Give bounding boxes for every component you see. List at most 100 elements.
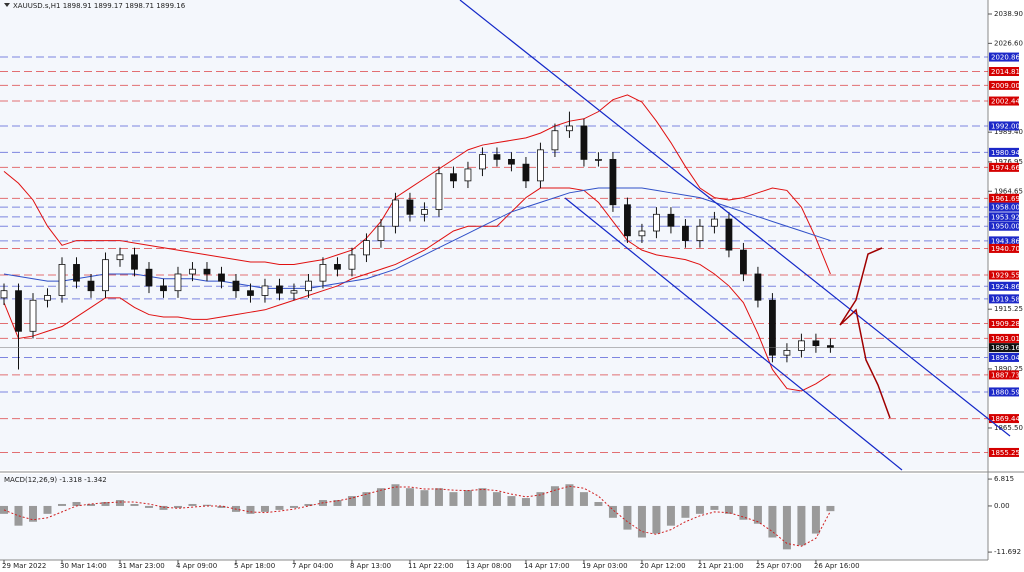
y-tick-label: 2038.90 bbox=[994, 10, 1023, 18]
level-label: 2002.44 bbox=[991, 98, 1020, 106]
level-label-box bbox=[989, 281, 1019, 291]
candle-body bbox=[682, 225, 689, 241]
candle-body bbox=[276, 285, 283, 294]
candle-body bbox=[566, 125, 573, 132]
macd-bar bbox=[28, 505, 37, 522]
y-tick-label: 1989.40 bbox=[994, 128, 1023, 136]
macd-bar bbox=[202, 504, 211, 506]
candle-body bbox=[102, 259, 109, 292]
macd-bar bbox=[420, 490, 429, 506]
macd-bar bbox=[565, 484, 574, 506]
level-label-box bbox=[989, 370, 1019, 380]
macd-bar bbox=[449, 492, 458, 506]
macd-bar bbox=[507, 496, 516, 506]
candle-body bbox=[116, 254, 124, 261]
candle-body bbox=[319, 264, 327, 282]
candle-body bbox=[406, 199, 414, 215]
candle-body bbox=[537, 149, 544, 182]
macd-bar bbox=[710, 505, 719, 510]
level-label-box bbox=[989, 414, 1019, 424]
macd-bar bbox=[695, 505, 704, 514]
candle-body bbox=[58, 264, 66, 296]
candle-body bbox=[334, 264, 341, 270]
last-price-label: 1899.16 bbox=[991, 344, 1020, 352]
menu-icon bbox=[4, 3, 10, 7]
candle-body bbox=[508, 158, 515, 165]
macd-y-tick-label: 0.00 bbox=[994, 502, 1010, 510]
arrow bbox=[839, 308, 891, 419]
candle-body bbox=[189, 268, 196, 275]
candle-body bbox=[580, 125, 588, 160]
level-label-box bbox=[989, 121, 1019, 131]
level-label: 1974.66 bbox=[991, 164, 1020, 172]
level-label-box bbox=[989, 352, 1019, 362]
level-label-box bbox=[989, 162, 1019, 172]
level-label-box bbox=[989, 193, 1019, 203]
macd-bar bbox=[72, 502, 81, 506]
level-label-box bbox=[989, 387, 1019, 397]
macd-bar bbox=[159, 505, 168, 510]
candle-body bbox=[377, 225, 385, 241]
macd-bar bbox=[289, 505, 298, 508]
candle-body bbox=[392, 199, 399, 227]
indicator-line bbox=[3, 187, 831, 392]
x-tick-label: 11 Apr 22:00 bbox=[408, 562, 454, 570]
macd-bar bbox=[811, 505, 820, 534]
candle-body bbox=[783, 349, 791, 356]
candle-body bbox=[522, 163, 530, 182]
macd-bar bbox=[623, 505, 632, 530]
level-label: 1940.70 bbox=[991, 245, 1020, 253]
x-tick-label: 7 Apr 04:00 bbox=[292, 562, 333, 570]
candle-body bbox=[696, 225, 704, 241]
candle-body bbox=[160, 285, 167, 292]
macd-bar bbox=[594, 502, 603, 506]
macd-bar bbox=[666, 505, 675, 526]
candle-body bbox=[464, 168, 472, 182]
x-tick-label: 31 Mar 23:00 bbox=[118, 562, 165, 570]
macd-bar bbox=[43, 505, 52, 514]
macd-bar bbox=[260, 505, 269, 512]
macd-bar bbox=[826, 505, 835, 512]
candle-body bbox=[812, 340, 820, 347]
plot: 2038.90 2026.60 1989.40 1976.95 1964.65 1915.… bbox=[0, 10, 1023, 570]
level-label: 1855.25 bbox=[991, 449, 1020, 457]
macd-bar bbox=[333, 500, 342, 506]
macd-title: MACD(12,26,9) -1.318 -1.342 bbox=[4, 476, 107, 484]
macd-bar bbox=[173, 505, 182, 508]
x-tick-label: 21 Apr 21:00 bbox=[698, 562, 744, 570]
level-label-box bbox=[989, 96, 1019, 106]
main-panel bbox=[0, 0, 988, 470]
macd-bar bbox=[492, 492, 501, 506]
candle-body bbox=[232, 280, 240, 292]
candle-body bbox=[29, 299, 37, 332]
level-label: 2014.81 bbox=[991, 68, 1020, 76]
x-tick-label: 19 Apr 03:00 bbox=[582, 562, 628, 570]
macd-bar bbox=[130, 503, 139, 506]
macd-bar bbox=[188, 503, 197, 506]
macd-y-tick-label: 6.815 bbox=[994, 475, 1014, 483]
level-label-box bbox=[989, 221, 1019, 231]
macd-bar bbox=[347, 496, 356, 506]
macd-bar bbox=[536, 492, 545, 506]
x-tick-label: 25 Apr 07:00 bbox=[756, 562, 802, 570]
macd-bar bbox=[550, 486, 559, 506]
macd-bar bbox=[391, 484, 400, 506]
candle-body bbox=[667, 213, 675, 227]
macd-bar bbox=[304, 503, 313, 506]
candle-body bbox=[348, 254, 356, 270]
candle-body bbox=[145, 268, 153, 287]
macd-bar bbox=[739, 505, 748, 520]
candle-body bbox=[218, 273, 225, 282]
channel-line bbox=[564, 197, 903, 471]
macd-bar bbox=[275, 505, 284, 510]
level-label-box bbox=[989, 318, 1019, 328]
macd-bar bbox=[608, 505, 617, 518]
candle-body bbox=[290, 290, 298, 294]
candle-body bbox=[247, 290, 254, 296]
y-tick-label: 1890.25 bbox=[994, 365, 1023, 373]
candle-body bbox=[827, 345, 834, 349]
candle-body bbox=[479, 154, 486, 170]
x-tick-label: 13 Apr 08:00 bbox=[466, 562, 512, 570]
macd-bar bbox=[652, 505, 661, 534]
